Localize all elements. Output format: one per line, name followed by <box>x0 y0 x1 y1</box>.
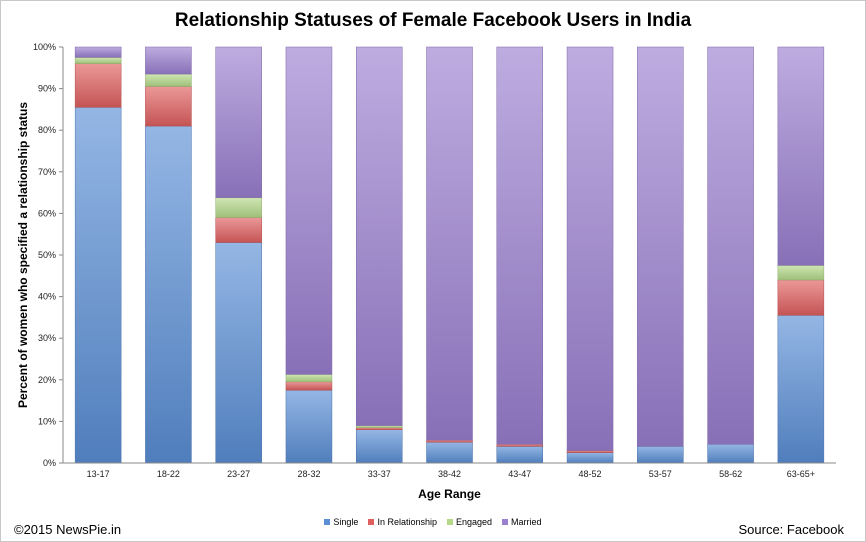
bar-segment-in-relationship <box>285 381 333 391</box>
x-axis-label: Age Range <box>418 487 481 501</box>
bar-segment-single <box>74 107 122 464</box>
x-tick-label: 33-37 <box>368 469 391 479</box>
bar-segment-married <box>496 46 544 445</box>
x-tick-label: 63-65+ <box>787 469 815 479</box>
legend-swatch <box>324 519 331 525</box>
bar-segment-engaged <box>145 73 192 87</box>
bar-segment-in-relationship <box>74 63 122 108</box>
bar-segment-engaged <box>215 197 262 218</box>
legend-label: Married <box>511 517 542 527</box>
bar-segment-in-relationship <box>215 217 262 243</box>
legend-item: Engaged <box>447 517 492 527</box>
bar-segment-engaged <box>74 57 122 64</box>
x-tick-label: 18-22 <box>157 469 180 479</box>
x-axis: 13-17 18-22 23-27 28-32 33-37 38-42 43-47 48-52… <box>63 462 836 479</box>
legend-swatch <box>447 519 453 525</box>
y-tick-label: 70% <box>38 167 56 177</box>
x-tick-label: 28-32 <box>297 469 320 479</box>
x-tick-label: 43-47 <box>508 469 531 479</box>
bar-segment-married <box>707 46 754 445</box>
y-tick-label: 40% <box>38 292 56 302</box>
y-axis: 0% 10% 20% 30% 40% 50% 60% 70% 80% 90% 100% <box>33 42 64 468</box>
x-tick-label: 48-52 <box>579 469 602 479</box>
bar-segment-married <box>145 46 192 75</box>
bar-segment-single <box>777 315 825 464</box>
legend-label: In Relationship <box>377 517 437 527</box>
bar-segment-single <box>145 125 192 464</box>
y-tick-label: 90% <box>38 84 56 94</box>
source-text: Source: Facebook <box>738 522 844 537</box>
bar-segment-in-relationship <box>426 439 473 443</box>
bar-segment-single <box>215 242 262 464</box>
y-tick-label: 60% <box>38 208 56 218</box>
legend-swatch <box>368 519 375 525</box>
y-tick-label: 30% <box>38 333 56 343</box>
bar-segment-engaged <box>355 425 403 428</box>
x-tick-label: 53-57 <box>649 469 672 479</box>
bar-segment-married <box>74 46 122 58</box>
bar-segment-single <box>285 389 333 464</box>
bar-segment-in-relationship <box>355 427 403 430</box>
bar-segment-married <box>285 46 333 375</box>
bars <box>74 46 825 464</box>
bar-segment-in-relationship <box>777 279 825 316</box>
y-tick-label: 80% <box>38 125 56 135</box>
bar-segment-engaged <box>777 265 825 281</box>
y-tick-label: 0% <box>43 458 56 468</box>
y-tick-label: 20% <box>38 375 56 385</box>
bar-segment-single <box>566 452 614 464</box>
bar-segment-engaged <box>285 374 333 383</box>
bar-segment-married <box>215 46 262 198</box>
legend: Single In Relationship Engaged Married <box>0 517 866 527</box>
bar-segment-married <box>637 46 684 447</box>
copyright-text: ©2015 NewsPie.in <box>14 522 122 537</box>
y-tick-label: 10% <box>38 416 56 426</box>
y-tick-label: 50% <box>38 250 56 260</box>
bar-segment-married <box>566 46 614 451</box>
bar-segment-single <box>496 446 544 464</box>
y-tick-label: 100% <box>33 42 56 52</box>
legend-label: Single <box>333 517 359 527</box>
x-tick-label: 58-62 <box>719 469 742 479</box>
bar-segment-married <box>777 46 825 266</box>
x-tick-label: 38-42 <box>438 469 461 479</box>
bar-segment-married <box>355 46 403 426</box>
legend-item: In Relationship <box>368 517 437 527</box>
legend-label: Engaged <box>456 517 493 527</box>
legend-swatch <box>502 519 509 525</box>
bar-segment-in-relationship <box>496 444 544 447</box>
bar-segment-married <box>426 46 473 441</box>
bar-segment-single <box>426 441 473 464</box>
legend-item: Married <box>502 517 542 527</box>
chart-title: Relationship Statuses of Female Facebook… <box>174 10 692 31</box>
bar-segment-single <box>355 429 403 464</box>
x-tick-label: 13-17 <box>87 469 110 479</box>
legend-item: Single <box>324 517 358 527</box>
bar-segment-single <box>637 446 684 464</box>
bar-segment-in-relationship <box>566 450 614 453</box>
bar-segment-in-relationship <box>145 86 192 127</box>
x-tick-label: 23-27 <box>227 469 250 479</box>
bar-segment-single <box>707 444 754 464</box>
